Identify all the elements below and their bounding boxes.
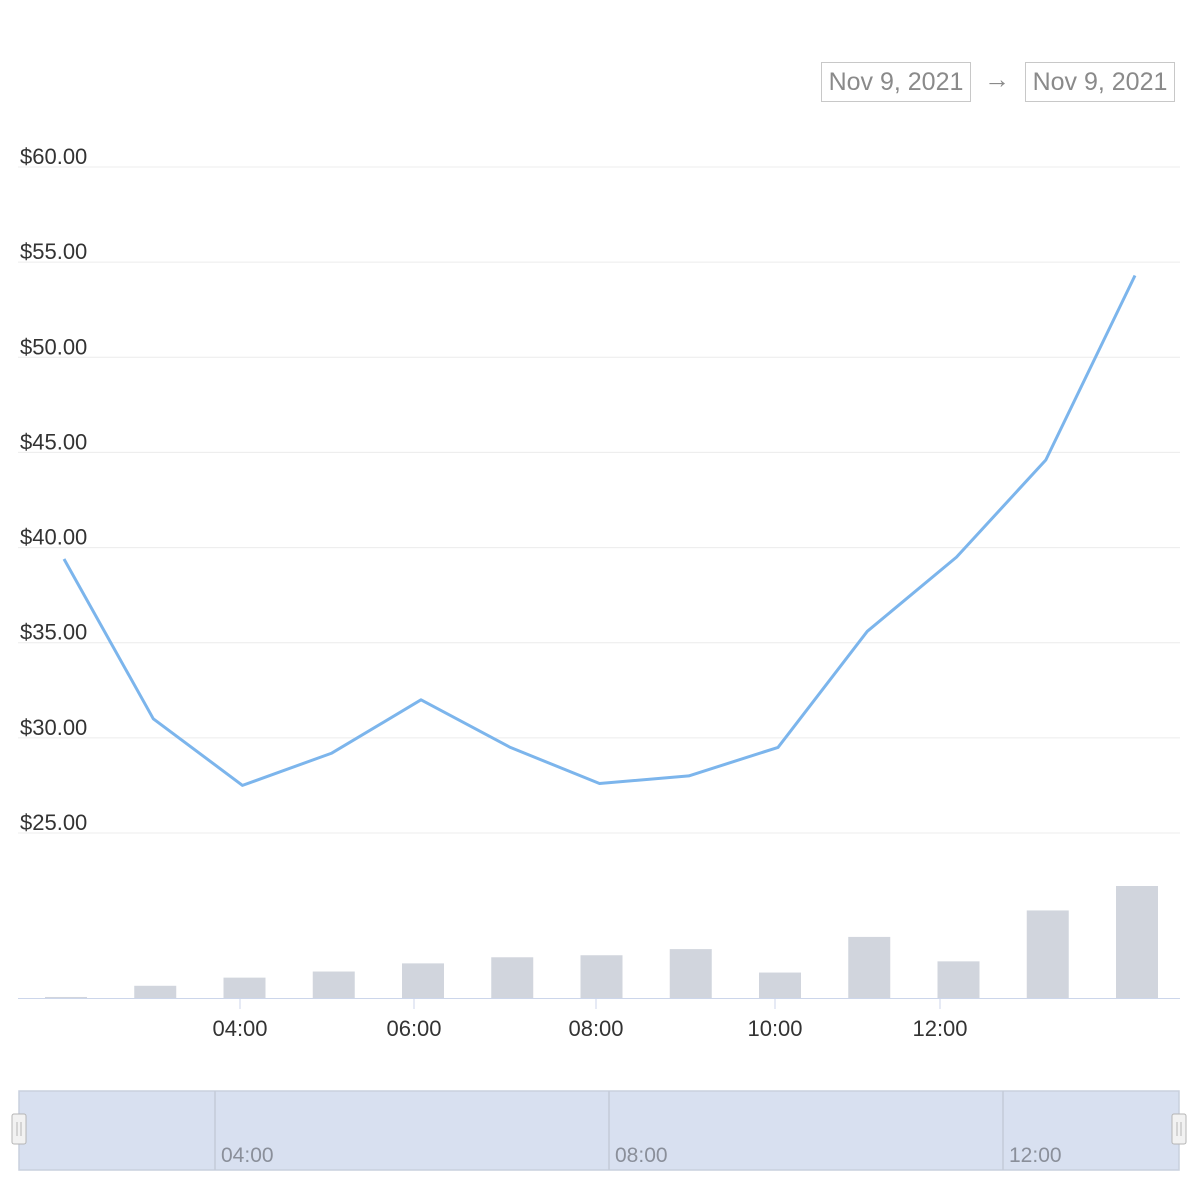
grid-lines	[18, 166, 1180, 834]
volume-bar	[491, 957, 534, 998]
volume-bar	[580, 955, 623, 998]
volume-bar	[1026, 910, 1069, 998]
x-tick-label: 04:00	[212, 1016, 267, 1041]
navigator-left-handle[interactable]	[11, 1113, 27, 1145]
price-line	[62, 274, 1137, 787]
x-tick-label: 08:00	[568, 1016, 623, 1041]
date-range-arrow: →	[984, 64, 1010, 94]
x-axis: 04:00 06:00 08:00 10:00 12:00	[18, 998, 1180, 1041]
y-tick-label: $40.00	[20, 525, 87, 550]
x-tick-label: 06:00	[386, 1016, 441, 1041]
volume-bar	[759, 972, 801, 998]
y-tick-label: $50.00	[20, 334, 87, 359]
navigator-tick-label: 08:00	[615, 1144, 668, 1167]
date-range-from-input[interactable]: Nov 9, 2021	[821, 62, 971, 102]
price-series-line	[62, 274, 1137, 787]
y-tick-label: $35.00	[20, 620, 87, 645]
y-axis-labels: $25.00 $30.00 $35.00 $40.00 $45.00 $50.00 $55.…	[20, 144, 87, 835]
x-tick-label: 12:00	[912, 1016, 967, 1041]
volume-bar	[848, 936, 891, 998]
y-tick-label: $60.00	[20, 144, 87, 169]
volume-bar	[937, 961, 980, 998]
volume-bar	[402, 963, 444, 998]
y-tick-label: $45.00	[20, 429, 87, 454]
navigator-tick-label: 12:00	[1009, 1144, 1062, 1167]
navigator[interactable]: 04:00 08:00 12:00	[11, 1090, 1187, 1171]
volume-bar	[45, 996, 87, 998]
volume-bar	[1116, 886, 1158, 998]
y-tick-label: $30.00	[20, 715, 87, 740]
volume-bar	[669, 949, 712, 998]
y-tick-label: $55.00	[20, 239, 87, 264]
x-tick-label: 10:00	[747, 1016, 802, 1041]
navigator-tick-label: 04:00	[221, 1144, 274, 1167]
navigator-selected-range[interactable]	[18, 1090, 1180, 1171]
volume-bar	[312, 971, 355, 998]
volume-bar	[134, 985, 177, 998]
volume-bar	[223, 977, 266, 998]
navigator-right-handle[interactable]	[1171, 1113, 1187, 1145]
volume-bars	[45, 886, 1158, 998]
y-tick-label: $25.00	[20, 810, 87, 835]
date-range-to-input[interactable]: Nov 9, 2021	[1025, 62, 1175, 102]
